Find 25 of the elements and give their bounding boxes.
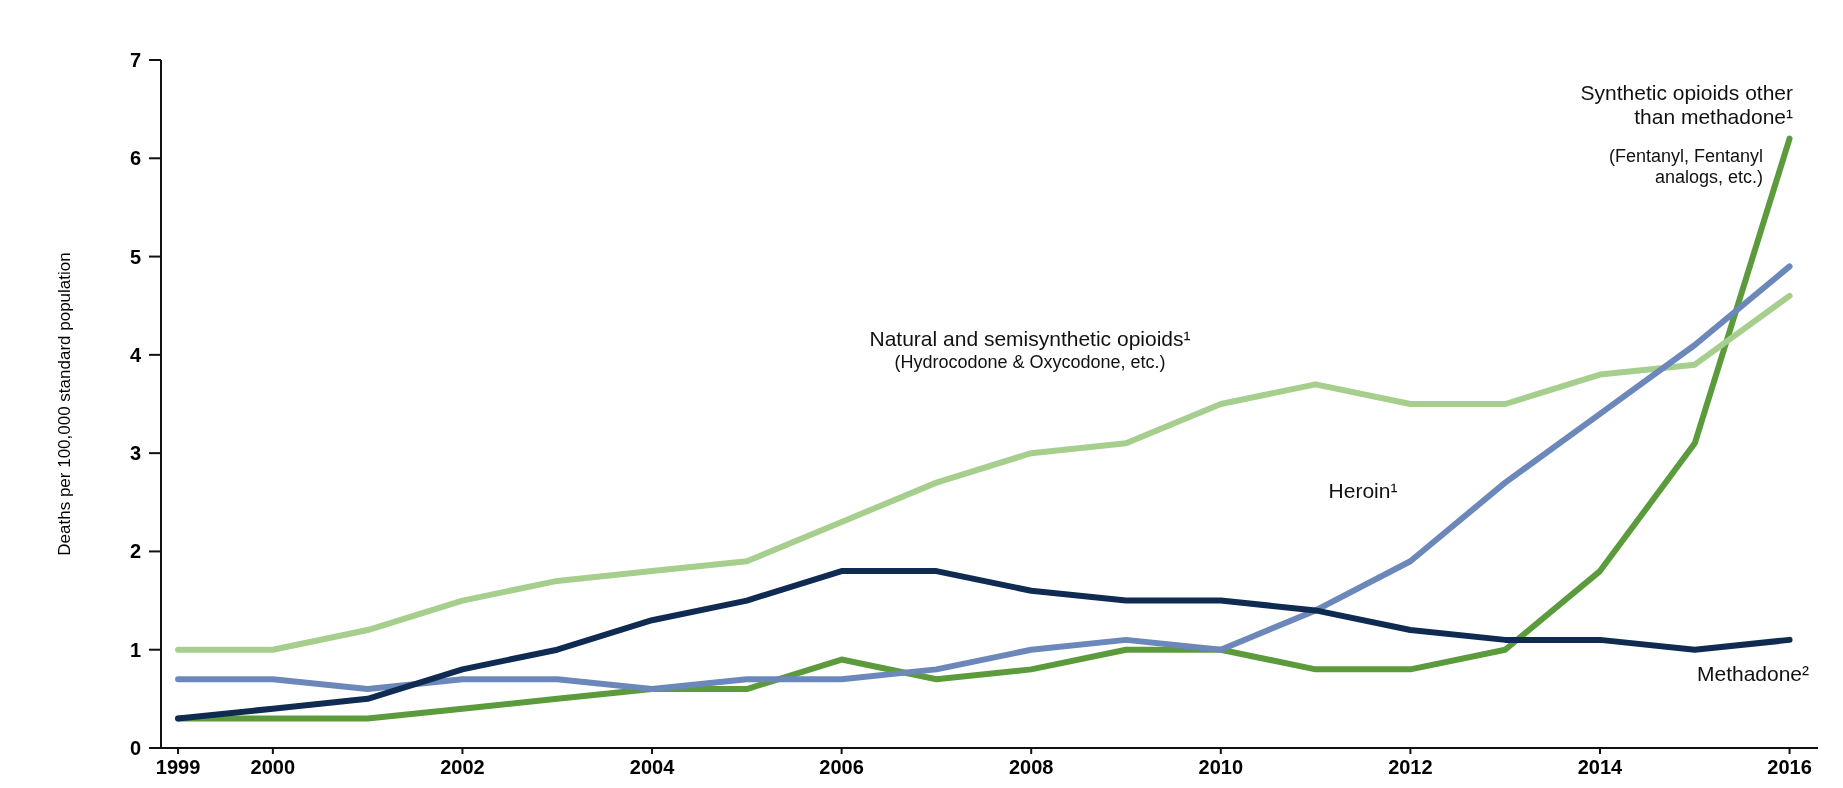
y-tick-label: 7 [129, 49, 141, 71]
x-tick-label: 2002 [440, 756, 485, 778]
y-tick-label: 5 [129, 245, 141, 268]
annotation: (Fentanyl, Fentanyl analogs, etc.) [1608, 146, 1763, 187]
y-tick-label: 1 [129, 638, 141, 661]
y-tick-label: 2 [129, 540, 141, 563]
x-tick-label: 2000 [250, 756, 296, 778]
x-tick-label: 2016 [1767, 756, 1812, 778]
x-tick-label: 1999 [155, 756, 201, 778]
y-tick-label: 6 [129, 147, 141, 170]
series-label: Methadone² [1696, 662, 1810, 685]
x-tick-label: 2010 [1198, 756, 1244, 778]
x-tick-label: 2012 [1388, 756, 1433, 778]
y-tick-label: 4 [129, 343, 142, 366]
series-label: Synthetic opioids other than methadone¹ [1580, 81, 1793, 129]
x-tick-label: 2004 [629, 756, 676, 778]
text: Natural and semisynthetic opioids¹ [869, 327, 1191, 350]
annotation: (Hydrocodone & Oxycodone, etc.) [894, 352, 1166, 372]
x-tick-label: 2014 [1577, 756, 1624, 778]
x-tick-label: 2008 [1008, 756, 1054, 778]
text: Heroin¹ [1328, 479, 1398, 502]
y-tick-label: 3 [129, 442, 141, 465]
y-tick-label: 0 [129, 737, 141, 759]
y-axis-title: Deaths per 100,000 standard population [55, 252, 74, 556]
x-tick-label: 2006 [819, 756, 864, 778]
